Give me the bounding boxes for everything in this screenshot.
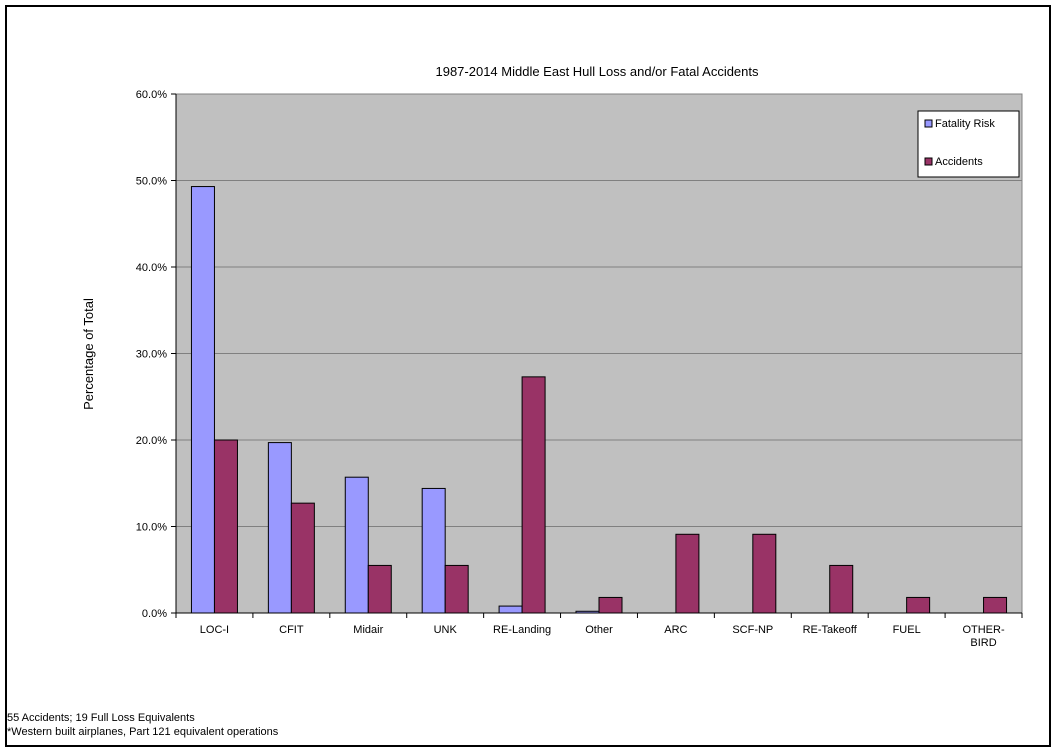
legend bbox=[917, 110, 1020, 178]
y-tick-label: 40.0% bbox=[136, 262, 167, 274]
x-tick-label: FUEL bbox=[893, 624, 921, 636]
bar-accidents bbox=[752, 533, 777, 614]
x-tick-label: Midair bbox=[353, 624, 383, 636]
y-tick-label: 30.0% bbox=[136, 349, 167, 361]
x-tick-label: SCF-NP bbox=[732, 624, 773, 636]
y-tick-label: 10.0% bbox=[136, 522, 167, 534]
bar-accidents bbox=[367, 564, 392, 614]
bar-accidents bbox=[598, 596, 623, 614]
x-tick-label: UNK bbox=[434, 624, 458, 636]
legend-label: Accidents bbox=[935, 156, 983, 168]
bar-fatality-risk bbox=[498, 605, 523, 614]
x-tick-label: Other bbox=[585, 624, 613, 636]
x-tick-label: ARC bbox=[664, 624, 687, 636]
x-tick-label: LOC-I bbox=[200, 624, 229, 636]
y-tick-label: 0.0% bbox=[142, 608, 167, 620]
footnote-accidents: 55 Accidents; 19 Full Loss Equivalents bbox=[7, 712, 195, 724]
bar-fatality-risk bbox=[190, 186, 215, 614]
x-tick-label: RE-Takeoff bbox=[803, 624, 858, 636]
bar-accidents bbox=[521, 376, 546, 614]
bar-accidents bbox=[675, 533, 700, 614]
y-tick-label: 50.0% bbox=[136, 176, 167, 188]
legend-swatch bbox=[924, 119, 933, 128]
y-axis-label: Percentage of Total bbox=[81, 298, 96, 410]
bar-accidents bbox=[290, 502, 315, 614]
x-tick-label: CFIT bbox=[279, 624, 304, 636]
bar-fatality-risk bbox=[421, 487, 446, 614]
bar-accidents bbox=[444, 564, 469, 614]
bar-accidents bbox=[906, 596, 931, 614]
bar-accidents bbox=[983, 596, 1008, 614]
x-tick-label: RE-Landing bbox=[493, 624, 551, 636]
y-tick-label: 20.0% bbox=[136, 435, 167, 447]
y-tick-label: 60.0% bbox=[136, 89, 167, 101]
bar-accidents bbox=[829, 564, 854, 614]
legend-swatch bbox=[924, 157, 933, 166]
chart-title: 1987-2014 Middle East Hull Loss and/or F… bbox=[435, 64, 759, 79]
legend-label: Fatality Risk bbox=[935, 118, 995, 130]
bar-fatality-risk bbox=[344, 476, 369, 614]
footnote-operations: *Western built airplanes, Part 121 equiv… bbox=[7, 726, 279, 738]
x-tick-label: OTHER-BIRD bbox=[962, 624, 1005, 649]
bar-accidents bbox=[213, 439, 238, 614]
bar-fatality-risk bbox=[267, 442, 292, 614]
bar-fatality-risk bbox=[575, 610, 600, 614]
